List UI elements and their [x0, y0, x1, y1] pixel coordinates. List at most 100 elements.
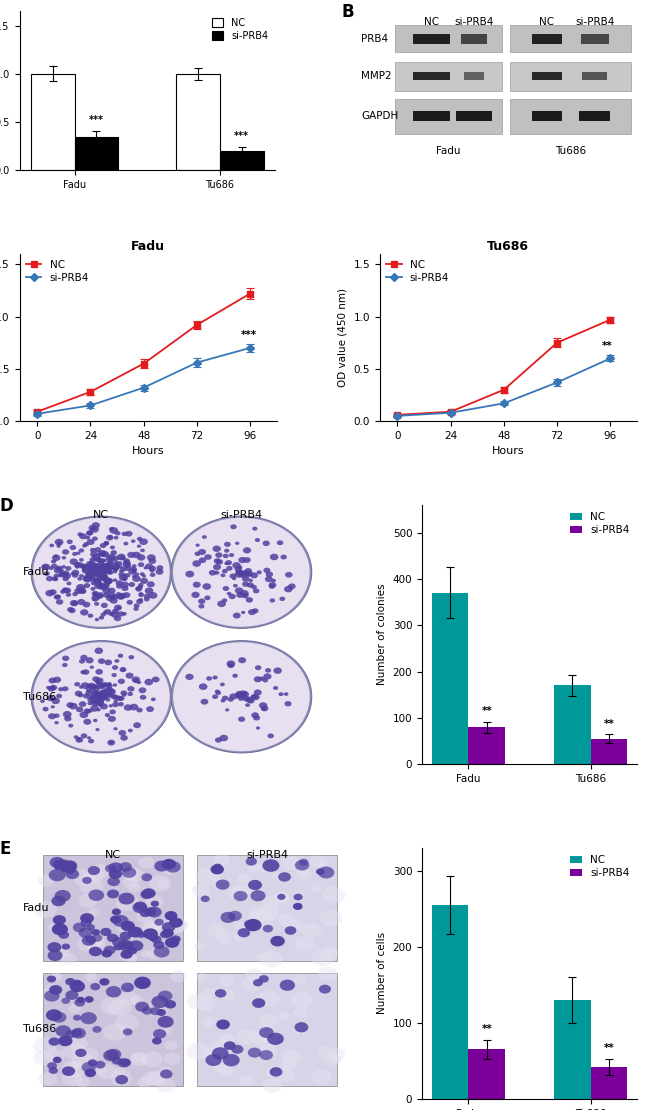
Circle shape	[80, 914, 94, 924]
Circle shape	[53, 677, 61, 683]
Circle shape	[135, 586, 142, 592]
Circle shape	[49, 677, 57, 684]
Circle shape	[79, 659, 85, 664]
Circle shape	[98, 694, 105, 699]
Circle shape	[214, 558, 221, 564]
Circle shape	[94, 1066, 107, 1074]
Circle shape	[187, 1042, 210, 1060]
Circle shape	[80, 565, 84, 568]
Circle shape	[257, 571, 262, 574]
Circle shape	[235, 572, 243, 577]
Circle shape	[259, 1013, 278, 1028]
Circle shape	[70, 558, 78, 565]
Circle shape	[247, 862, 260, 872]
Circle shape	[56, 566, 63, 572]
Circle shape	[86, 937, 102, 949]
Circle shape	[114, 536, 118, 539]
Circle shape	[196, 544, 200, 547]
Circle shape	[309, 856, 326, 868]
Circle shape	[66, 593, 72, 597]
Circle shape	[145, 563, 153, 569]
Circle shape	[238, 565, 242, 569]
Circle shape	[105, 865, 116, 872]
Circle shape	[126, 955, 138, 963]
Circle shape	[220, 699, 226, 703]
Circle shape	[96, 699, 104, 706]
Circle shape	[76, 552, 81, 555]
Circle shape	[104, 609, 111, 615]
Bar	[432, 905, 469, 1099]
Circle shape	[88, 1059, 97, 1067]
Circle shape	[138, 583, 144, 587]
Circle shape	[252, 998, 265, 1008]
Circle shape	[194, 942, 206, 951]
Circle shape	[153, 1029, 166, 1039]
Circle shape	[144, 594, 151, 598]
Circle shape	[85, 657, 94, 664]
Circle shape	[185, 674, 194, 680]
Circle shape	[229, 594, 236, 599]
Circle shape	[72, 552, 77, 556]
Circle shape	[222, 696, 228, 700]
Circle shape	[127, 882, 140, 892]
Circle shape	[125, 673, 134, 678]
Circle shape	[216, 879, 229, 890]
Circle shape	[65, 990, 79, 1000]
Circle shape	[94, 579, 99, 583]
Circle shape	[98, 658, 105, 664]
Bar	[44, 973, 183, 1087]
Circle shape	[107, 934, 118, 942]
Circle shape	[113, 561, 119, 565]
Circle shape	[294, 936, 315, 951]
Circle shape	[218, 1033, 235, 1046]
Circle shape	[263, 567, 270, 573]
Circle shape	[216, 690, 221, 695]
Circle shape	[77, 533, 83, 536]
Text: GAPDH: GAPDH	[361, 111, 398, 121]
Circle shape	[63, 860, 77, 870]
Text: Fadu: Fadu	[23, 904, 49, 914]
Circle shape	[116, 584, 123, 588]
Circle shape	[34, 901, 57, 918]
Circle shape	[265, 912, 276, 921]
Circle shape	[51, 559, 57, 564]
Circle shape	[223, 554, 229, 558]
Circle shape	[61, 565, 66, 568]
Circle shape	[263, 1079, 282, 1093]
Circle shape	[99, 693, 103, 696]
Circle shape	[200, 698, 209, 705]
Circle shape	[110, 545, 115, 549]
Circle shape	[62, 576, 69, 582]
Circle shape	[69, 1003, 81, 1013]
X-axis label: Hours: Hours	[132, 446, 164, 456]
Circle shape	[144, 678, 153, 685]
Circle shape	[242, 696, 250, 702]
Circle shape	[53, 577, 58, 582]
Circle shape	[49, 857, 64, 868]
Circle shape	[102, 569, 107, 574]
Circle shape	[97, 693, 102, 697]
Circle shape	[135, 1001, 149, 1012]
Circle shape	[278, 914, 296, 927]
Circle shape	[81, 683, 90, 689]
Circle shape	[50, 685, 57, 690]
Circle shape	[224, 1041, 235, 1050]
Circle shape	[98, 586, 101, 589]
Circle shape	[192, 561, 201, 567]
Circle shape	[201, 1050, 214, 1059]
Circle shape	[96, 571, 104, 576]
Circle shape	[90, 564, 96, 568]
Circle shape	[148, 1071, 167, 1084]
Circle shape	[124, 705, 133, 710]
Circle shape	[58, 1036, 73, 1047]
Ellipse shape	[171, 640, 312, 753]
Circle shape	[136, 910, 153, 922]
Circle shape	[164, 911, 178, 922]
Circle shape	[285, 702, 292, 706]
Circle shape	[66, 869, 79, 879]
Circle shape	[104, 946, 116, 955]
Circle shape	[164, 911, 177, 920]
Circle shape	[270, 598, 275, 603]
Circle shape	[198, 598, 205, 604]
Circle shape	[107, 877, 120, 886]
